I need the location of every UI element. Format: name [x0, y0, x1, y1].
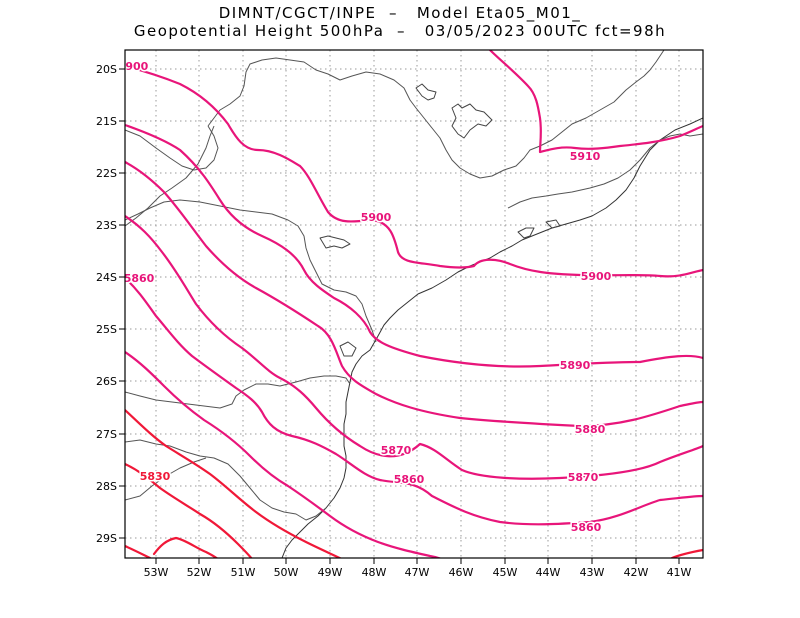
contour-label: 5910 — [570, 150, 601, 163]
lat-label: 22S — [96, 167, 117, 180]
bay-outline — [339, 341, 357, 357]
reservoir-3 — [319, 235, 351, 249]
contour-5860-right — [670, 548, 703, 558]
coastline-south — [281, 342, 375, 558]
lon-label: 50W — [274, 566, 299, 579]
state-border-sp-pr — [125, 199, 377, 343]
state-border-go-mg — [125, 125, 219, 171]
contour-label: 5900 — [118, 60, 149, 73]
lon-label: 53W — [144, 566, 169, 579]
border-argentina — [125, 457, 207, 501]
contour-label: 5900 — [361, 211, 392, 224]
lon-label: 46W — [449, 566, 474, 579]
island — [517, 227, 535, 239]
contours — [125, 50, 703, 558]
lon-label: 41W — [667, 566, 692, 579]
lat-label: 25S — [96, 323, 117, 336]
lat-label: 23S — [96, 219, 117, 232]
contour-5890 — [125, 123, 703, 368]
reservoir-2 — [415, 83, 437, 101]
title-line-1: DIMNT/CGCT/INPE – Model Eta05_M01_ — [218, 4, 582, 22]
state-border-rj-mg — [507, 133, 703, 209]
contour-label: 5880 — [575, 423, 606, 436]
contour-5880 — [125, 160, 703, 428]
contour-label: 5900 — [581, 270, 612, 283]
lon-label: 44W — [536, 566, 561, 579]
contour-label: 5830 — [140, 470, 171, 483]
lon-label: 47W — [405, 566, 430, 579]
contour-label: 5870 — [568, 471, 599, 484]
coastline — [373, 117, 703, 344]
contour-5900-top — [125, 64, 703, 278]
contour-5870 — [125, 214, 703, 480]
lon-label: 52W — [187, 566, 212, 579]
contour-5850 — [125, 408, 343, 558]
lon-label: 45W — [493, 566, 518, 579]
lon-label: 49W — [318, 566, 343, 579]
contour-label: 5860 — [571, 521, 602, 534]
lat-label: 29S — [96, 532, 117, 545]
latitude-axis: 20S 21S 22S 23S 24S 25S 26S 27S 28S 29S — [96, 63, 125, 545]
lon-label: 51W — [231, 566, 256, 579]
lon-label: 48W — [362, 566, 387, 579]
lat-label: 21S — [96, 115, 117, 128]
contour-label: 5860 — [394, 473, 425, 486]
map-frame — [124, 49, 704, 559]
contour-5840 — [125, 462, 253, 558]
state-border-sp-mg — [207, 50, 665, 179]
contour-label: 5870 — [381, 444, 412, 457]
contour-5860-b — [125, 350, 443, 558]
lon-label: 43W — [580, 566, 605, 579]
contour-5830 — [125, 536, 219, 558]
contour-5910 — [488, 50, 703, 154]
state-border-pr-sc — [125, 375, 351, 409]
island-2 — [545, 219, 561, 229]
title-line-2: Geopotential Height 500hPa – 03/05/2023 … — [133, 22, 667, 40]
state-border-ms-sp — [125, 125, 215, 227]
lat-label: 24S — [96, 271, 117, 284]
lat-label: 20S — [96, 63, 117, 76]
reservoir — [451, 103, 493, 139]
map-grid — [125, 50, 703, 558]
lat-label: 27S — [96, 428, 117, 441]
lat-label: 28S — [96, 480, 117, 493]
contour-label: 5890 — [560, 359, 591, 372]
lat-label: 26S — [96, 375, 117, 388]
contour-5860-a — [125, 276, 703, 526]
longitude-axis: 53W 52W 51W 50W 49W 48W 47W 46W 45W 44W … — [144, 558, 692, 579]
contour-labels: 5910 5900 5900 5890 5880 5870 5870 5860 … — [118, 59, 613, 536]
lon-label: 42W — [624, 566, 649, 579]
contour-label: 5860 — [124, 272, 155, 285]
